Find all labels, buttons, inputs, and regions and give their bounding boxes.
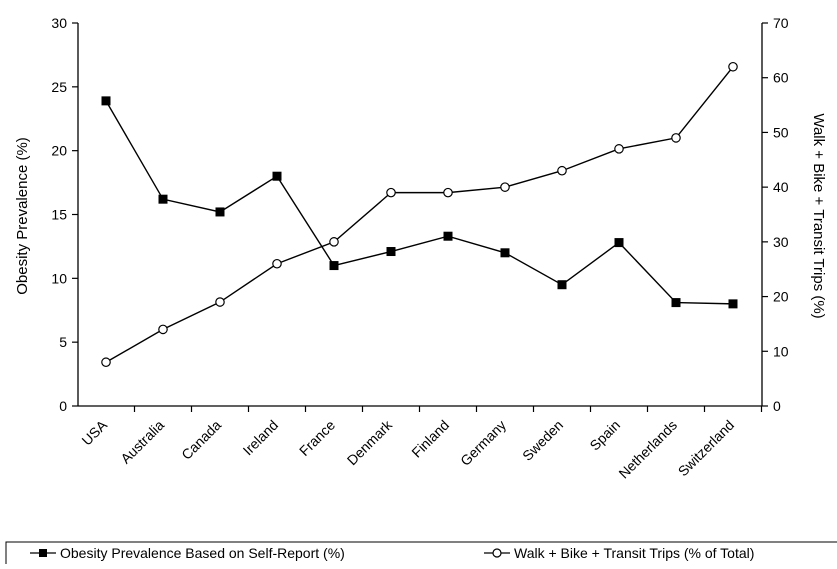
series-point-square <box>386 247 396 257</box>
y-left-tick-label: 10 <box>51 270 67 286</box>
x-tick-label: France <box>296 417 338 459</box>
series-point-square <box>215 207 225 217</box>
series-point-square <box>557 280 567 290</box>
x-tick-label: Spain <box>586 417 623 454</box>
series-point-circle <box>557 165 567 176</box>
tick-labels: 0 5 10 15 20 25 30 0 10 20 30 40 50 60 70 USA Australia C… <box>51 15 788 482</box>
x-tick-label: Australia <box>117 417 167 467</box>
y-left-tick-label: 20 <box>51 143 67 159</box>
x-tick-label: Ireland <box>240 417 282 459</box>
axes <box>72 22 768 412</box>
series-point-circle <box>272 258 282 269</box>
y-right-tick-label: 40 <box>773 179 789 195</box>
series-point-square <box>614 238 624 248</box>
y-right-tick-label: 60 <box>773 70 789 86</box>
series-point-circle <box>728 61 738 72</box>
series-point-square <box>671 298 681 308</box>
series-line-0 <box>105 100 734 305</box>
y-left-tick-label: 25 <box>51 79 67 95</box>
legend-marker-transit <box>492 548 502 558</box>
series-1 <box>101 61 738 368</box>
legend: Obesity Prevalence Based on Self-Report … <box>5 541 837 569</box>
x-tick-label: USA <box>78 416 110 448</box>
x-tick-label: Germany <box>457 417 509 469</box>
y-axis-left-title: Obesity Prevalence (%) <box>14 137 31 295</box>
series-point-circle <box>500 182 510 192</box>
series-point-circle <box>671 133 681 143</box>
series-point-circle <box>158 324 168 335</box>
series-point-square <box>329 261 339 271</box>
series-point-square <box>272 171 282 181</box>
y-left-tick-label: 30 <box>51 15 67 31</box>
x-tick-label: Sweden <box>519 417 566 464</box>
y-left-tick-label: 15 <box>51 207 67 223</box>
legend-label-obesity: Obesity Prevalence Based on Self-Report … <box>60 545 345 561</box>
series-point-square <box>101 96 111 106</box>
y-right-tick-label: 20 <box>773 289 789 305</box>
series-point-square <box>443 231 453 241</box>
series-point-circle <box>215 297 225 307</box>
x-tick-label: Finland <box>408 417 452 461</box>
y-right-tick-label: 50 <box>773 124 789 140</box>
x-tick-label: Denmark <box>344 416 396 468</box>
series-0 <box>101 96 738 309</box>
y-left-tick-label: 0 <box>59 398 67 414</box>
legend-label-transit: Walk + Bike + Transit Trips (% of Total) <box>514 545 754 561</box>
y-right-tick-label: 0 <box>773 398 781 414</box>
series-point-square <box>500 248 510 258</box>
x-tick-label: Canada <box>178 417 224 463</box>
legend-marker-obesity <box>39 549 47 557</box>
series <box>101 61 738 368</box>
series-point-circle <box>443 187 453 198</box>
series-point-circle <box>329 237 339 247</box>
series-point-square <box>728 299 738 309</box>
y-right-tick-label: 10 <box>773 343 789 359</box>
x-tick-label: Netherlands <box>615 417 680 482</box>
series-line-1 <box>105 66 734 363</box>
y-right-tick-label: 30 <box>773 234 789 250</box>
series-point-circle <box>386 187 396 198</box>
y-left-tick-label: 5 <box>59 334 67 350</box>
series-point-square <box>158 194 168 204</box>
series-point-circle <box>614 144 624 154</box>
y-axis-right-title: Walk + Bike + Transit Trips (%) <box>810 113 827 318</box>
y-right-tick-label: 70 <box>773 15 789 31</box>
x-tick-label: Switzerland <box>675 417 737 479</box>
series-point-circle <box>101 357 111 368</box>
